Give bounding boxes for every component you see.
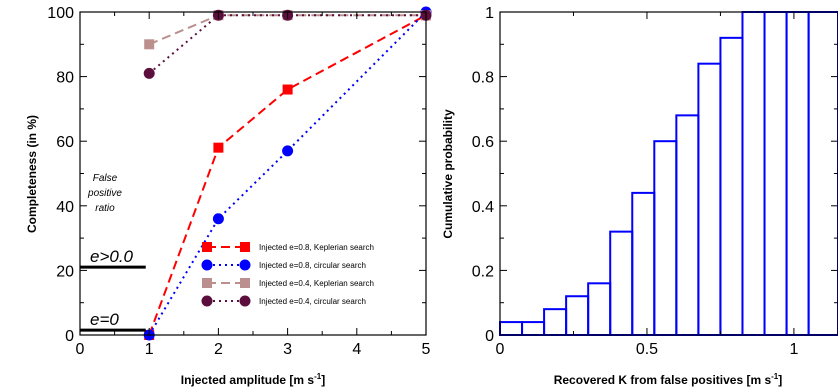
series-1-point xyxy=(282,84,293,95)
histogram-bar xyxy=(565,295,590,336)
y-tick-label: 60 xyxy=(56,134,74,151)
histogram-bar xyxy=(587,282,612,337)
x-tick-label: 4 xyxy=(352,341,361,358)
histogram-bar xyxy=(741,11,766,336)
legend-marker xyxy=(240,278,250,288)
x-tick-label: 0.5 xyxy=(636,341,658,358)
completeness-x-axis-label: Injected amplitude [m s-1] xyxy=(181,372,325,387)
histogram-bar xyxy=(543,308,568,337)
histogram-bar xyxy=(631,191,656,336)
series-line-1 xyxy=(148,14,427,336)
false-positive-line-label: e=0 xyxy=(90,310,119,329)
y-tick-label: 20 xyxy=(56,263,74,280)
legend-marker xyxy=(201,295,213,307)
y-tick-label: 0.6 xyxy=(472,134,494,151)
x-tick-label: 2 xyxy=(214,341,223,358)
x-tick-label: 0 xyxy=(76,341,85,358)
y-tick-label: 80 xyxy=(56,70,74,87)
histogram-bar xyxy=(697,62,722,337)
histogram-bar xyxy=(653,140,678,336)
cumulative-x-axis-label: Recovered K from false positives [m s-1] xyxy=(554,372,783,387)
completeness-x-label-end: ] xyxy=(321,373,325,387)
false-positive-ratio-text: ratio xyxy=(95,203,115,214)
completeness-y-axis-label: Completeness (in %) xyxy=(25,115,39,233)
legend-entry-label: Injected e=0.4, Keplerian search xyxy=(259,279,374,288)
histogram-bar xyxy=(785,11,810,336)
y-tick-label: 0 xyxy=(485,328,494,345)
cumulative-y-axis-label: Cumulative probability xyxy=(441,109,455,239)
cumulative-histogram xyxy=(499,11,838,337)
completeness-x-label-main: Injected amplitude [m s xyxy=(181,373,315,387)
legend-marker xyxy=(202,242,212,252)
y-tick-label: 100 xyxy=(47,5,74,22)
x-tick-label: 5 xyxy=(422,341,431,358)
cumulative-axis-ticks: 0 0.5 1 0 0.2 0.4 0.6 0.8 1 xyxy=(472,5,838,358)
series-2-point xyxy=(282,145,294,157)
cumulative-x-label-sup: -1 xyxy=(771,372,779,381)
histogram-bar xyxy=(807,11,838,336)
histogram-bar xyxy=(521,321,546,336)
cumulative-x-label-end: ] xyxy=(778,373,782,387)
false-positive-line-label: e>0.0 xyxy=(90,247,134,266)
y-tick-label: 0.4 xyxy=(472,199,494,216)
series-line-4 xyxy=(148,14,426,75)
legend-marker xyxy=(239,259,251,271)
y-tick-label: 0.2 xyxy=(472,263,494,280)
x-tick-label: 1 xyxy=(789,341,798,358)
series-2-point xyxy=(212,213,224,225)
series-line-2 xyxy=(148,11,427,336)
histogram-bar xyxy=(675,114,700,336)
false-positive-ratio-text: False xyxy=(93,173,118,184)
histogram-bar xyxy=(719,36,744,337)
series-4-point xyxy=(143,67,155,79)
histogram-bar xyxy=(763,11,788,336)
legend-marker xyxy=(201,259,213,271)
completeness-x-label-sup: -1 xyxy=(314,372,322,381)
histogram-bar xyxy=(609,230,634,336)
legend-marker xyxy=(240,242,250,252)
x-tick-label: 1 xyxy=(145,341,154,358)
y-tick-label: 0 xyxy=(65,328,74,345)
legend-entry-label: Injected e=0.8, Keplerian search xyxy=(259,243,374,252)
y-tick-label: 40 xyxy=(56,199,74,216)
series-3-point xyxy=(144,39,155,50)
completeness-axis-ticks: 0 1 2 3 4 5 0 20 40 60 80 100 xyxy=(47,5,430,358)
legend-entry-label: Injected e=0.4, circular search xyxy=(259,297,366,306)
y-tick-label: 1 xyxy=(485,5,494,22)
legend-marker xyxy=(202,278,212,288)
x-tick-label: 3 xyxy=(283,341,292,358)
completeness-plot-frame xyxy=(79,11,427,336)
cumulative-probability-chart: 0 0.5 1 0 0.2 0.4 0.6 0.8 1 Recovered K from fal… xyxy=(441,5,838,387)
series-1-point xyxy=(213,142,224,153)
histogram-bar xyxy=(499,321,524,336)
x-tick-label: 0 xyxy=(496,341,505,358)
cumulative-x-label-main: Recovered K from false positives [m s xyxy=(554,373,772,387)
chart-legend: Injected e=0.8, Keplerian search Injected… xyxy=(201,242,374,307)
false-positive-annotations: e>0.0 e=0 False positive ratio xyxy=(80,173,146,332)
completeness-chart: e>0.0 e=0 False positive ratio Injected e=0.… xyxy=(25,5,432,387)
y-tick-label: 0.8 xyxy=(472,70,494,87)
legend-marker xyxy=(239,295,251,307)
false-positive-ratio-text: positive xyxy=(87,188,122,199)
completeness-series-layer xyxy=(143,6,432,341)
legend-entry-label: Injected e=0.8, circular search xyxy=(259,261,366,270)
